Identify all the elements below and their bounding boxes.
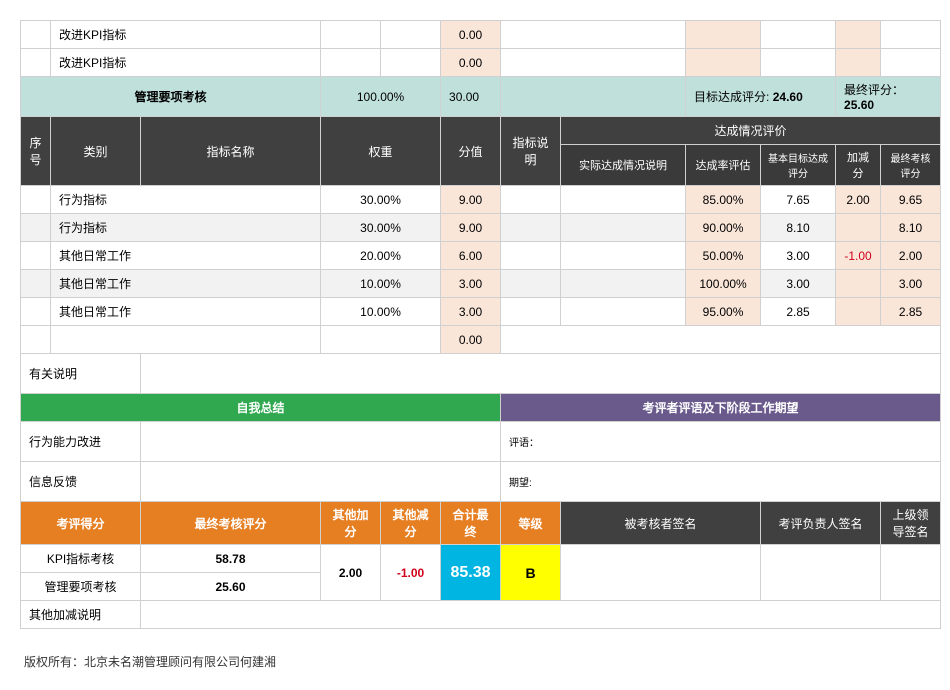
- row-cat: 行为指标: [51, 186, 321, 214]
- final-val: 25.60: [844, 98, 874, 112]
- notes-label: 有关说明: [21, 354, 141, 394]
- row-cat: 其他日常工作: [51, 242, 321, 270]
- assessment-table: 改进KPI指标0.00改进KPI指标0.00管理要项考核100.00%30.00…: [20, 20, 941, 629]
- self-summary: 自我总结: [21, 394, 501, 422]
- mgmt-title: 管理要项考核: [21, 77, 321, 117]
- final-label: 最终评分：: [844, 83, 904, 97]
- adj-desc: 其他加减说明: [21, 601, 141, 629]
- kpi-improve-label: 改进KPI指标: [51, 49, 321, 77]
- info-feedback: 信息反馈: [21, 462, 141, 502]
- comment-label: 评语：: [501, 422, 941, 462]
- row-cat: 其他日常工作: [51, 270, 321, 298]
- target-val: 24.60: [773, 90, 803, 104]
- mgmt-name: 管理要项考核: [21, 573, 141, 601]
- reviewer-summary: 考评者评语及下阶段工作期望: [501, 394, 941, 422]
- behavior-improve: 行为能力改进: [21, 422, 141, 462]
- row-cat: 其他日常工作: [51, 298, 321, 326]
- expect-label: 期望:: [501, 462, 941, 502]
- kpi-improve-label: 改进KPI指标: [51, 21, 321, 49]
- kpi-name: KPI指标考核: [21, 545, 141, 573]
- target-label: 目标达成评分:: [694, 90, 769, 104]
- copyright: 版权所有：北京未名潮管理顾问有限公司何建湘: [20, 653, 930, 670]
- row-cat: 行为指标: [51, 214, 321, 242]
